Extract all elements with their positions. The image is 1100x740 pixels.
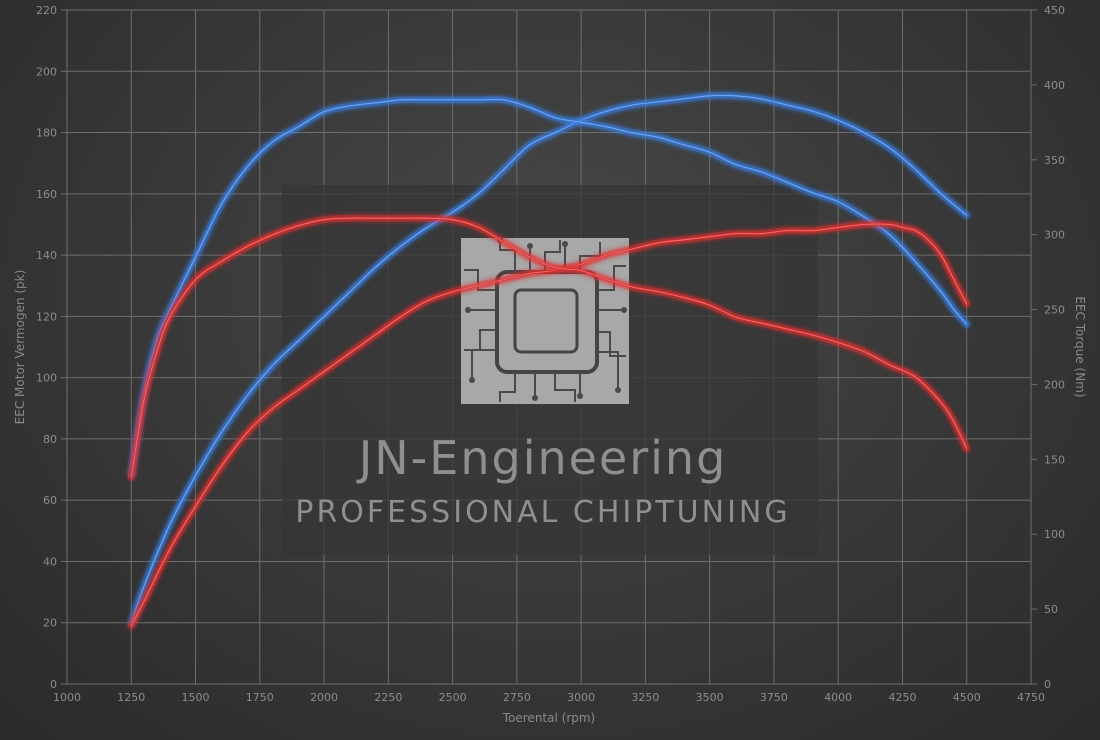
x-tick-label: 3000	[567, 691, 595, 704]
y2-tick-label: 50	[1044, 603, 1058, 616]
y-tick-label: 120	[36, 310, 57, 323]
y-tick-label: 160	[36, 188, 57, 201]
y-tick-label: 100	[36, 372, 57, 385]
y2-tick-label: 150	[1044, 453, 1065, 466]
y-tick-label: 80	[43, 433, 57, 446]
y-tick-label: 20	[43, 617, 57, 630]
y2-tick-label: 0	[1044, 678, 1051, 691]
y-tick-label: 220	[36, 4, 57, 17]
y-tick-label: 60	[43, 494, 57, 507]
x-tick-label: 2250	[374, 691, 402, 704]
x-tick-label: 1000	[53, 691, 81, 704]
x-tick-label: 3500	[696, 691, 724, 704]
y2-tick-label: 250	[1044, 304, 1065, 317]
torque-stock-line-highlight	[130, 217, 968, 478]
tick-labels: 1000 1250 1500 1750 2000 2250 2500 2750 3000 3250…	[36, 4, 1065, 704]
y-tick-label: 40	[43, 555, 57, 568]
x-tick-label: 4250	[888, 691, 916, 704]
x-tick-label: 2750	[503, 691, 531, 704]
x-tick-label: 3750	[760, 691, 788, 704]
x-tick-label: 1500	[182, 691, 210, 704]
x-tick-label: 2000	[310, 691, 338, 704]
y2-tick-label: 100	[1044, 528, 1065, 541]
x-axis-title: Toerental (rpm)	[502, 711, 595, 725]
y-tick-label: 180	[36, 127, 57, 140]
x-tick-label: 4000	[824, 691, 852, 704]
x-tick-label: 2500	[439, 691, 467, 704]
y-tick-label: 0	[50, 678, 57, 691]
y2-tick-label: 450	[1044, 4, 1065, 17]
y2-tick-label: 400	[1044, 79, 1065, 92]
y-axis-title: EEC Motor Vermogen (pk)	[13, 270, 27, 425]
y2-tick-label: 300	[1044, 229, 1065, 242]
torque-tuned-line	[130, 98, 968, 476]
watermark-subtitle: PROFESSIONAL CHIPTUNING	[295, 495, 790, 530]
x-tick-label: 3250	[631, 691, 659, 704]
power-stock-line-highlight	[130, 223, 968, 626]
x-tick-label: 1750	[246, 691, 274, 704]
power-stock-line	[130, 222, 968, 627]
x-tick-label: 1250	[117, 691, 145, 704]
x-tick-label: 4500	[953, 691, 981, 704]
power-tuned-line	[130, 94, 968, 624]
torque-stock-line	[130, 216, 968, 479]
watermark: JN-Engineering PROFESSIONAL CHIPTUNING	[282, 185, 818, 555]
torque-tuned-line-highlight	[130, 98, 968, 475]
y2-tick-label: 350	[1044, 154, 1065, 167]
watermark-title: JN-Engineering	[356, 431, 728, 485]
y2-axis-title: EEC Torque (Nm)	[1073, 296, 1087, 397]
power-tuned-line-highlight	[130, 95, 967, 623]
x-tick-label: 4750	[1017, 691, 1045, 704]
y-tick-label: 200	[36, 65, 57, 78]
y-tick-label: 140	[36, 249, 57, 262]
y2-tick-label: 200	[1044, 378, 1065, 391]
series	[127, 91, 971, 630]
